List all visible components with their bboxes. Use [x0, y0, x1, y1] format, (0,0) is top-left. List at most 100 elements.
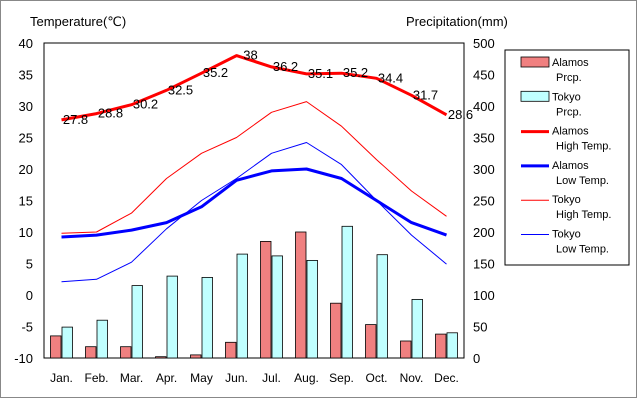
x-tick-label: Jun.	[225, 371, 248, 385]
y-right-tick-label: 500	[473, 36, 495, 51]
y-left-tick-label: 20	[19, 162, 33, 177]
y-right-tick-label: 350	[473, 131, 495, 146]
alamos-high-temp-data-label: 31.7	[413, 87, 438, 102]
x-tick-labels: Jan. Feb. Mar. Apr. May Jun. Jul. Aug. Sep. Oct. N…	[50, 371, 459, 385]
y-left-tick-label: 10	[19, 225, 33, 240]
legend-tokyo-high-temp-label-line1: Tokyo	[552, 194, 581, 206]
alamos-precipitation-bar	[365, 324, 377, 359]
y-right-tick-label: 400	[473, 99, 495, 114]
alamos-low-temp-line	[61, 167, 448, 239]
y-left-tick-label: 35	[19, 68, 33, 83]
alamos-precipitation-bar	[295, 231, 307, 359]
tokyo-precipitation-bar	[96, 319, 108, 359]
y-left-tick-label: -5	[21, 320, 33, 335]
temperature-lines	[61, 54, 448, 283]
y-right-tick-label: 100	[473, 288, 495, 303]
alamos-precipitation-bar	[120, 346, 132, 359]
x-tick-label: Aug.	[294, 371, 319, 385]
x-tick-label: Apr.	[156, 371, 177, 385]
x-tick-label: Nov.	[400, 371, 424, 385]
y-left-tick-label: 30	[19, 99, 33, 114]
alamos-high-temp-line	[61, 54, 448, 122]
legend-alamos-high-temp-label-line1: Alamos	[552, 126, 589, 138]
alamos-high-temp-data-label: 38	[243, 48, 257, 63]
y-right-tick-label: 0	[473, 351, 480, 366]
y-right-tick-label: 200	[473, 225, 495, 240]
legend-alamos-high-temp-label-line2: High Temp.	[556, 141, 611, 153]
alamos-precipitation-bar	[190, 354, 202, 359]
alamos-precipitation-bar	[85, 346, 97, 359]
alamos-high-temp-data-label: 28.6	[448, 107, 473, 122]
tokyo-precipitation-bar	[236, 253, 248, 359]
alamos-high-temp-data-label: 27.8	[63, 112, 88, 127]
y-right-axis-title: Precipitation(mm)	[406, 14, 508, 29]
alamos-precipitation-bar	[155, 356, 167, 359]
y-left-axis-title: Temperature(℃)	[30, 14, 126, 29]
legend-alamos-low-temp-label-line2: Low Temp.	[556, 175, 609, 187]
y-left-tick-label: 5	[26, 257, 33, 272]
tokyo-precipitation-bar	[446, 332, 458, 359]
legend-tokyo-prcp-swatch	[520, 90, 550, 102]
x-tick-label: Feb.	[84, 371, 108, 385]
tokyo-precipitation-bar	[411, 298, 423, 359]
y-left-tick-label: 0	[26, 288, 33, 303]
legend-alamos-prcp-label-line1: Alamos	[552, 57, 589, 69]
tokyo-low-temp-line	[61, 142, 447, 283]
tokyo-high-temp-line	[61, 101, 447, 234]
legend-tokyo-prcp-label-line2: Prcp.	[556, 106, 582, 118]
x-tick-label: Dec.	[434, 371, 459, 385]
legend-alamos-low-temp-label-line1: Alamos	[552, 160, 589, 172]
legend: Alamos Prcp. Tokyo Prcp. Alamos High Temp. Ala…	[520, 56, 611, 256]
alamos-high-temp-data-label: 32.5	[168, 82, 193, 97]
alamos-high-temp-data-label: 35.2	[203, 65, 228, 80]
x-tick-label: May	[190, 371, 213, 385]
y-right-tick-label: 50	[473, 320, 487, 335]
y-right-tick-label: 300	[473, 162, 495, 177]
tokyo-precipitation-bar	[61, 326, 73, 359]
tokyo-precipitation-bar	[201, 276, 213, 359]
alamos-high-data-labels: 27.8 28.8 30.2 32.5 35.2 38 36.2 35.1 35.2 34.4 31…	[63, 48, 473, 127]
y-left-tick-label: 25	[19, 131, 33, 146]
tokyo-precipitation-bar	[131, 285, 143, 359]
legend-alamos-prcp-label-line2: Prcp.	[556, 72, 582, 84]
legend-tokyo-prcp-label-line1: Tokyo	[552, 91, 581, 103]
legend-tokyo-high-temp-label-line2: High Temp.	[556, 209, 611, 221]
tokyo-precipitation-bar	[306, 259, 318, 359]
alamos-high-temp-data-label: 35.2	[343, 65, 368, 80]
x-tick-label: Sep.	[329, 371, 354, 385]
legend-alamos-prcp-swatch	[520, 56, 550, 68]
x-tick-label: Jan.	[50, 371, 73, 385]
y-left-tick-label: -10	[14, 351, 33, 366]
alamos-high-temp-data-label: 35.1	[308, 66, 333, 81]
y-right-tick-label: 150	[473, 257, 495, 272]
y-left-tick-labels: 40 35 30 25 20 15 10 5 0 -5 -10	[14, 36, 33, 366]
alamos-precipitation-bar	[225, 341, 237, 359]
x-tick-label: Mar.	[120, 371, 143, 385]
alamos-high-temp-data-label: 28.8	[98, 106, 123, 121]
alamos-high-temp-data-label: 36.2	[273, 59, 298, 74]
tokyo-precipitation-bar	[271, 255, 283, 359]
alamos-precipitation-bar	[50, 335, 62, 359]
y-left-tick-label: 15	[19, 194, 33, 209]
alamos-precipitation-bar	[330, 302, 342, 359]
legend-box	[504, 49, 630, 266]
legend-tokyo-low-temp-label-line1: Tokyo	[552, 229, 581, 241]
tokyo-precipitation-bar	[376, 254, 388, 359]
alamos-precipitation-bar	[260, 240, 272, 359]
precipitation-bars	[50, 225, 458, 359]
tokyo-precipitation-bar	[341, 225, 353, 359]
alamos-high-temp-data-label: 34.4	[378, 70, 403, 85]
y-right-tick-label: 450	[473, 68, 495, 83]
alamos-precipitation-bar	[400, 340, 412, 359]
legend-tokyo-low-temp-label-line2: Low Temp.	[556, 244, 609, 256]
y-right-tick-label: 250	[473, 194, 495, 209]
x-tick-label: Jul.	[262, 371, 281, 385]
alamos-precipitation-bar	[435, 333, 447, 359]
plot-area	[43, 42, 465, 359]
tokyo-precipitation-bar	[166, 275, 178, 359]
alamos-high-temp-data-label: 30.2	[133, 97, 158, 112]
y-left-tick-label: 40	[19, 36, 33, 51]
